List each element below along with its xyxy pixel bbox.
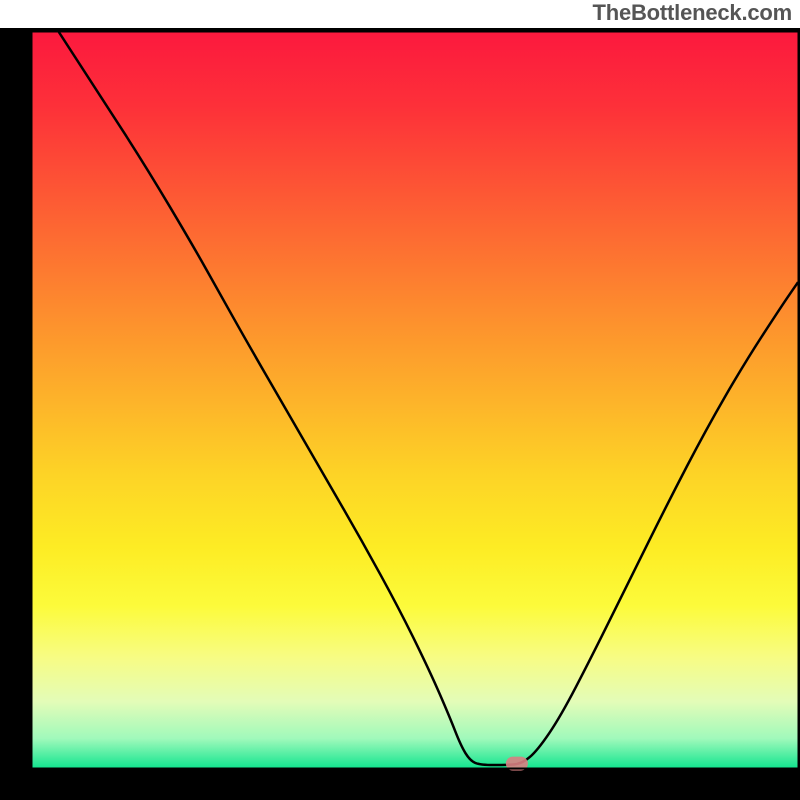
gradient-background [32, 32, 798, 768]
watermark-text: TheBottleneck.com [592, 0, 792, 26]
chart-frame: TheBottleneck.com [0, 0, 800, 800]
plot-svg [0, 0, 800, 800]
plot-area [0, 0, 800, 800]
